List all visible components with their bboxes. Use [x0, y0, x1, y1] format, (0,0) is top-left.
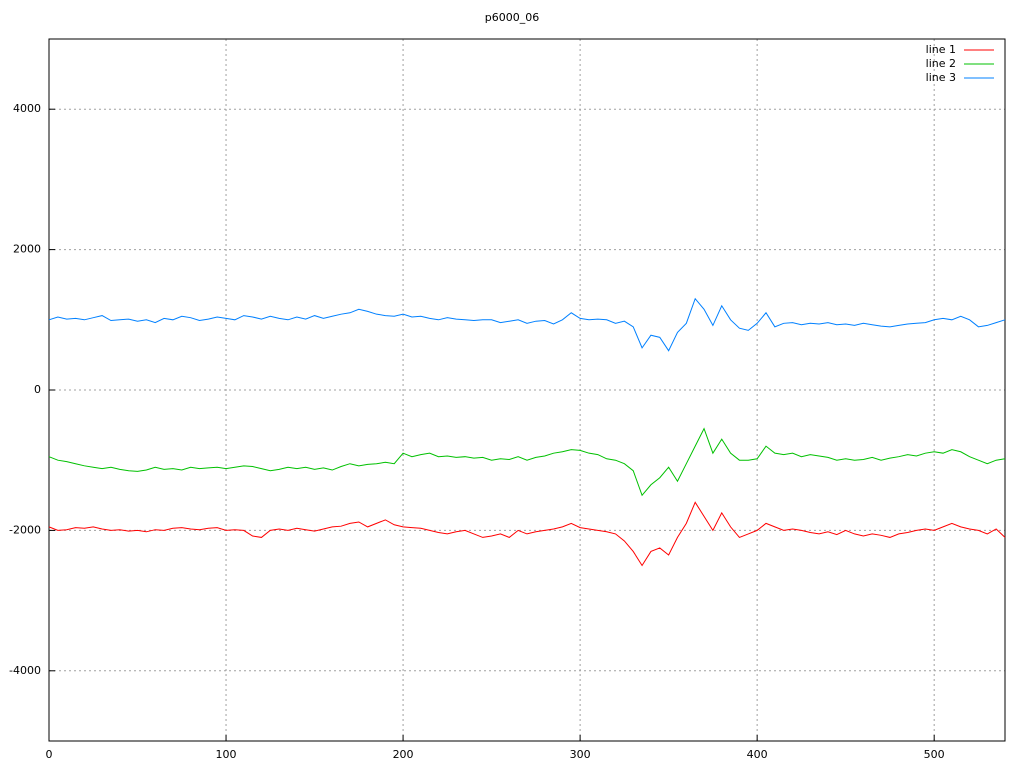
x-tick-label: 0 [46, 748, 53, 761]
plot-frame [48, 38, 1006, 742]
legend-label: line 2 [926, 57, 956, 70]
x-tick-label: 400 [747, 748, 768, 761]
y-tick-label: 4000 [13, 102, 41, 115]
x-tick-label: 500 [924, 748, 945, 761]
data-line [48, 427, 1006, 497]
y-tick-label: -4000 [9, 664, 41, 677]
y-tick-label: 2000 [13, 243, 41, 256]
chart-title: p6000_06 [485, 11, 539, 24]
legend-label: line 1 [926, 43, 956, 56]
x-tick-label: 200 [393, 748, 414, 761]
x-tick-label: 100 [216, 748, 237, 761]
x-tick-label: 300 [570, 748, 591, 761]
legend-label: line 3 [926, 71, 956, 84]
data-line [48, 297, 1006, 352]
y-tick-label: 0 [34, 383, 41, 396]
y-tick-label: -2000 [9, 523, 41, 536]
data-line [48, 501, 1006, 567]
